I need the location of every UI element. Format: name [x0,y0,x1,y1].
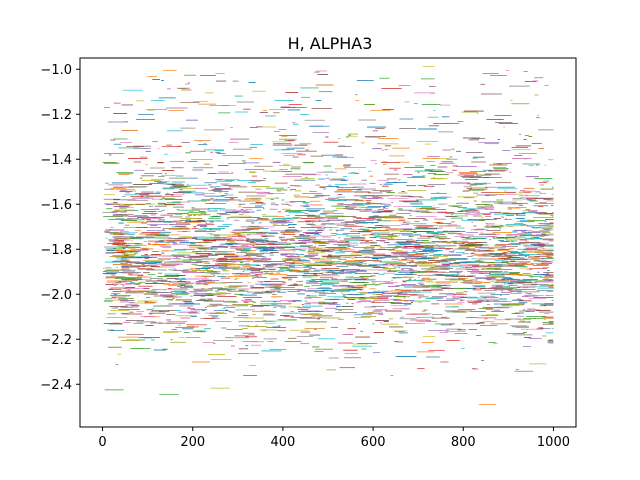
data-marks [102,65,554,405]
chart-title: H, ALPHA3 [288,34,373,53]
